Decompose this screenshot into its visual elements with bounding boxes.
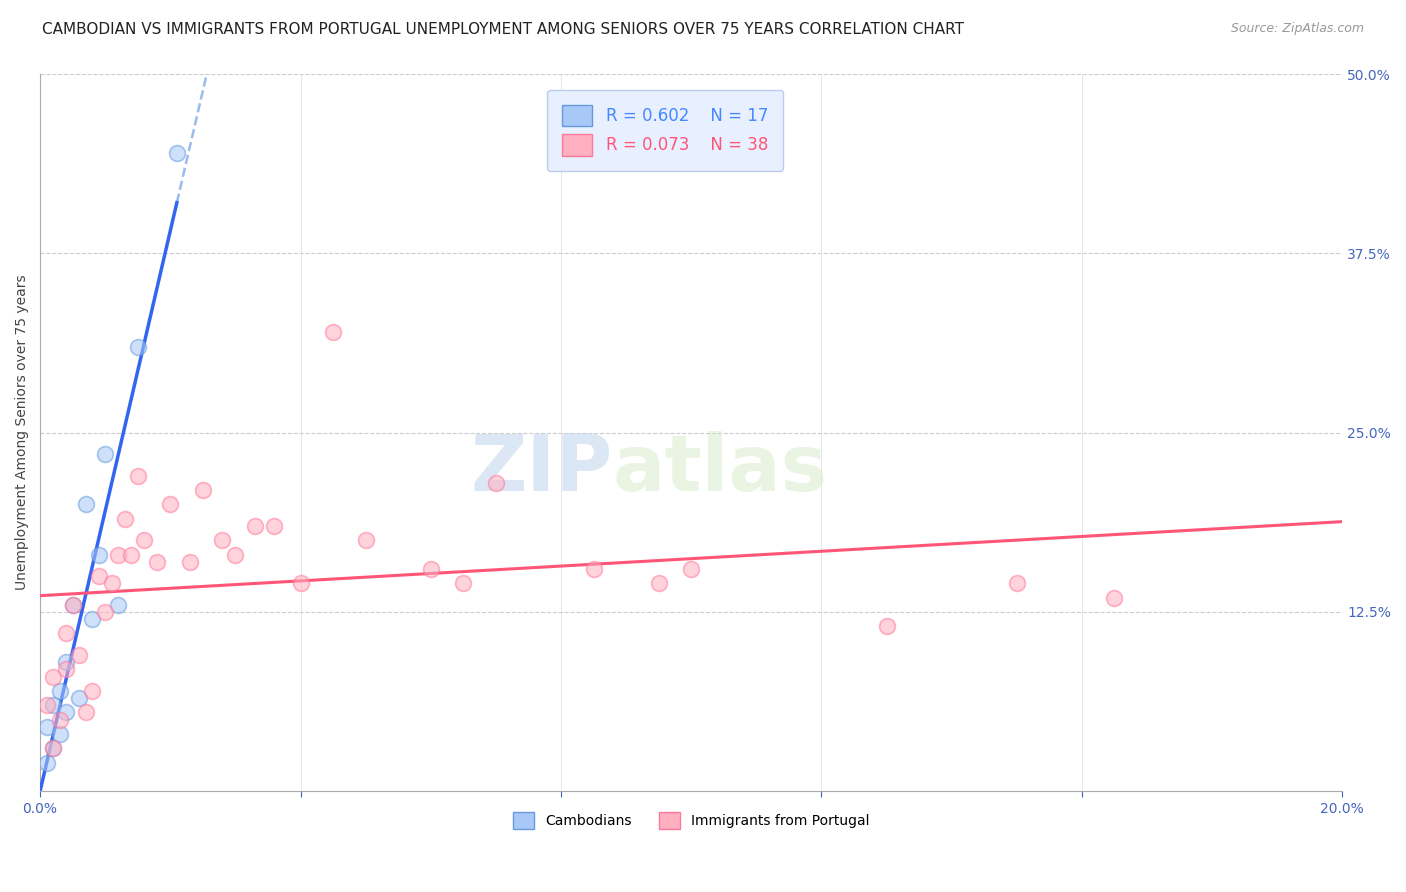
Point xyxy=(42,669,65,683)
Point xyxy=(87,569,110,583)
Text: ZIP: ZIP xyxy=(471,431,613,507)
Point xyxy=(107,548,129,562)
Point xyxy=(62,598,84,612)
Point xyxy=(290,576,312,591)
Point xyxy=(127,340,149,354)
Point xyxy=(62,598,84,612)
Point xyxy=(55,626,77,640)
Point xyxy=(419,562,441,576)
Point xyxy=(485,475,508,490)
Y-axis label: Unemployment Among Seniors over 75 years: Unemployment Among Seniors over 75 years xyxy=(15,275,30,591)
Point xyxy=(263,519,285,533)
Point xyxy=(453,576,475,591)
Point xyxy=(42,741,65,756)
Legend: Cambodians, Immigrants from Portugal: Cambodians, Immigrants from Portugal xyxy=(508,806,875,835)
Point xyxy=(179,555,201,569)
Point xyxy=(48,683,70,698)
Point xyxy=(35,720,58,734)
Text: Source: ZipAtlas.com: Source: ZipAtlas.com xyxy=(1230,22,1364,36)
Text: atlas: atlas xyxy=(613,431,828,507)
Point xyxy=(55,706,77,720)
Point xyxy=(48,727,70,741)
Point xyxy=(107,598,129,612)
Point xyxy=(55,662,77,676)
Point xyxy=(82,612,104,626)
Point xyxy=(159,497,181,511)
Point xyxy=(35,756,58,770)
Point xyxy=(94,447,117,461)
Point xyxy=(120,548,142,562)
Point xyxy=(87,548,110,562)
Point xyxy=(582,562,605,576)
Point xyxy=(224,548,246,562)
Point xyxy=(75,706,97,720)
Point xyxy=(243,519,266,533)
Point xyxy=(876,619,898,633)
Point xyxy=(322,325,344,339)
Point xyxy=(681,562,703,576)
Point xyxy=(75,497,97,511)
Point xyxy=(1104,591,1126,605)
Point xyxy=(35,698,58,713)
Point xyxy=(67,691,90,706)
Point xyxy=(67,648,90,662)
Point xyxy=(114,512,136,526)
Point xyxy=(42,698,65,713)
Text: CAMBODIAN VS IMMIGRANTS FROM PORTUGAL UNEMPLOYMENT AMONG SENIORS OVER 75 YEARS C: CAMBODIAN VS IMMIGRANTS FROM PORTUGAL UN… xyxy=(42,22,965,37)
Point xyxy=(127,468,149,483)
Point xyxy=(48,713,70,727)
Point xyxy=(166,145,188,160)
Point xyxy=(42,741,65,756)
Point xyxy=(354,533,377,548)
Point xyxy=(55,655,77,669)
Point xyxy=(191,483,214,497)
Point xyxy=(82,683,104,698)
Point xyxy=(1005,576,1028,591)
Point xyxy=(100,576,122,591)
Point xyxy=(94,605,117,619)
Point xyxy=(647,576,669,591)
Point xyxy=(134,533,156,548)
Point xyxy=(146,555,169,569)
Point xyxy=(211,533,233,548)
